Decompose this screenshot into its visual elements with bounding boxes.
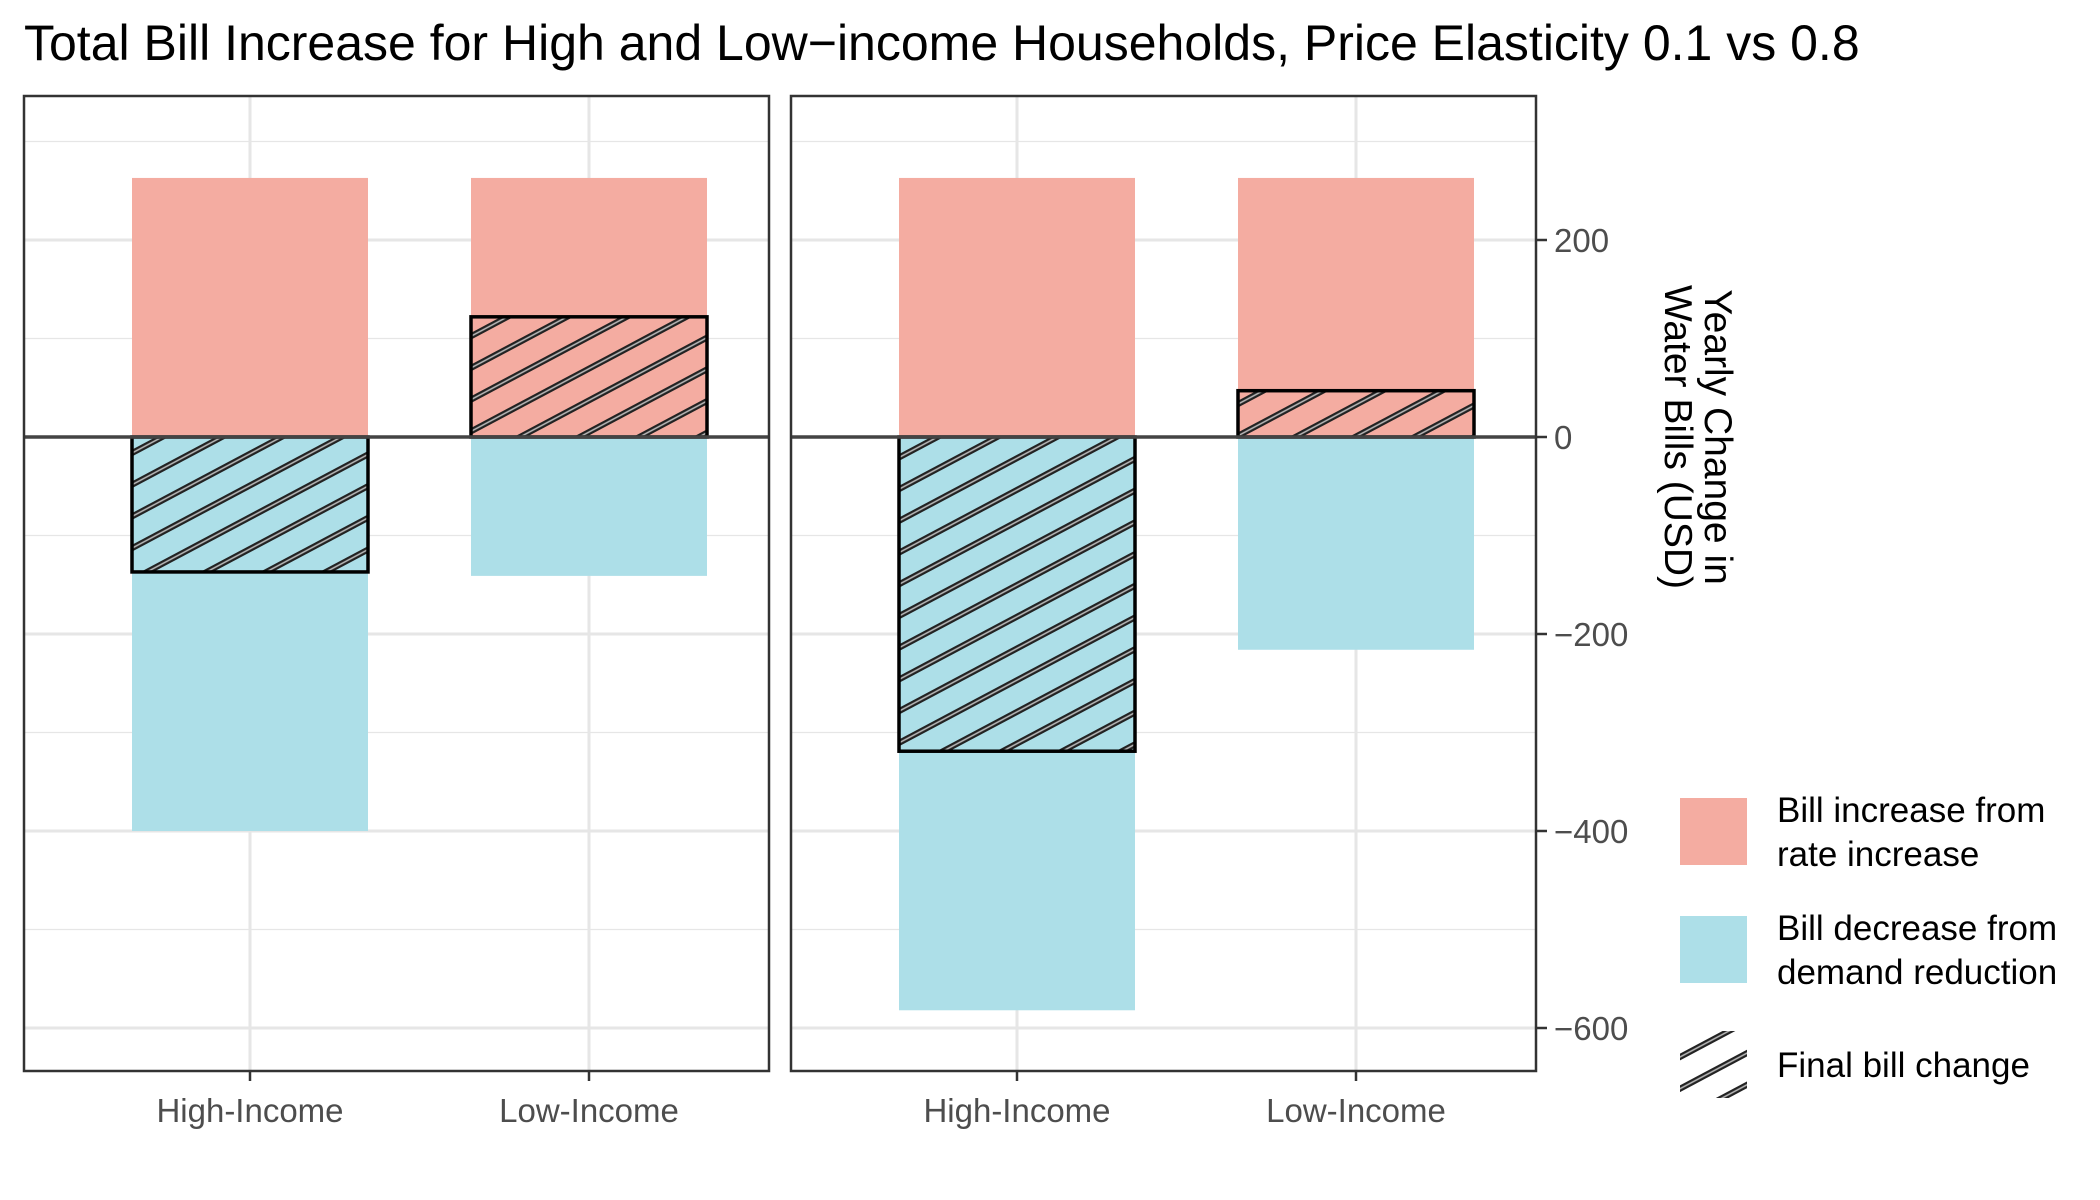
legend-label: Bill decrease from demand reduction [1777, 909, 2057, 992]
legend-label: Bill increase from rate increase [1777, 791, 2045, 874]
legend-label-line: Bill increase from [1777, 791, 2045, 830]
bar-decrease [1238, 437, 1474, 650]
y-tick-label: 200 [1554, 222, 1609, 259]
chart-title: Total Bill Increase for High and Low−inc… [24, 15, 1860, 71]
bar-final [897, 435, 1137, 753]
legend-label-line: Bill decrease from [1777, 909, 2057, 948]
panel-border [789, 94, 1538, 1073]
y-tick-label: −600 [1554, 1010, 1628, 1047]
y-tick-label: 0 [1554, 419, 1572, 456]
legend-label-line: rate increase [1777, 835, 1979, 874]
y-tick-label: −400 [1554, 813, 1628, 850]
bar-final [130, 435, 370, 574]
x-tick-label: Low-Income [499, 1092, 679, 1129]
bar-final [469, 315, 709, 439]
y-axis-title-line: Water Bills (USD) [1656, 285, 1699, 589]
legend-label-line: Final bill change [1777, 1046, 2030, 1085]
bar-final [1236, 388, 1476, 439]
panel-1: High-Income Low-Income [22, 94, 771, 1129]
bar-increase [132, 177, 368, 437]
legend: Bill increase from rate increase Bill decr… [1680, 791, 2057, 1098]
x-tick-label: High-Income [923, 1092, 1110, 1129]
legend-label-line: demand reduction [1777, 953, 2057, 992]
legend-label: Final bill change [1777, 1046, 2030, 1085]
y-axis-title-line: Yearly Change in [1696, 289, 1739, 585]
legend-key-increase [1680, 798, 1747, 865]
x-tick-label: High-Income [156, 1092, 343, 1129]
y-tick-label: −200 [1554, 616, 1628, 653]
x-tick-label: Low-Income [1266, 1092, 1446, 1129]
bar-increase [899, 177, 1135, 437]
legend-key-final [1680, 1031, 1747, 1098]
bar-decrease [471, 437, 707, 576]
panel-2: High-Income Low-Income [789, 94, 1538, 1129]
y-axis-title: Yearly Change inWater Bills (USD) [1656, 285, 1739, 589]
legend-key-decrease [1680, 916, 1747, 983]
panel-border [22, 94, 771, 1073]
